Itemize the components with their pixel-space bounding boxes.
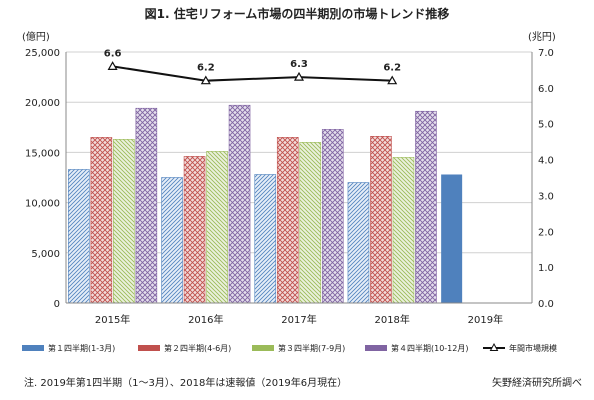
x-axis-labels: 2015年 2016年 2017年 2018年 2019年 [95,313,503,326]
bar-3q-2 [299,142,322,304]
y-right-tick-label: 6.0 [538,84,554,95]
legend-swatch [138,345,160,351]
legend: 第１四半期(1-3月) 第２四半期(4-6月) 第３四半期(7-9月) 第４四半期(1… [22,342,557,353]
y-left-axis: 0 5,000 10,000 15,000 20,000 25,000 [25,48,60,310]
bar-4q-0 [135,107,158,304]
x-tick-label: 2019年 [468,313,503,326]
legend-swatch [365,345,387,351]
bar-1q-2 [254,174,277,304]
y-left-tick-label: 0 [54,299,60,310]
bar-3q-0 [113,139,135,304]
y-left-tick-label: 15,000 [25,148,60,159]
legend-marker [489,342,499,351]
bar-4q-2 [321,129,344,304]
y-right-tick-label: 7.0 [538,48,554,59]
y-left-tick-label: 10,000 [25,199,60,210]
chart-title: 図1. 住宅リフォーム市場の四半期別の市場トレンド推移 [145,6,450,21]
bar-1q-0 [68,169,90,304]
bar-4q-3 [415,110,437,304]
x-tick-label: 2017年 [281,313,316,326]
legend-swatch [22,345,44,351]
y-right-tick-label: 3.0 [538,191,554,202]
legend-label: 年間市場規模 [509,343,557,353]
x-tick-label: 2016年 [188,313,223,326]
bars [68,104,463,304]
bar-2q-1 [183,156,206,304]
y-right-unit: (兆円) [528,31,556,43]
bar-2q-3 [370,136,392,304]
legend-label: 第３四半期(7-9月) [278,343,345,353]
y-right-tick-label: 2.0 [538,227,554,238]
y-right-tick-label: 1.0 [538,263,554,274]
bar-2q-0 [90,137,113,304]
bar-1q-3 [347,182,370,304]
y-right-tick-label: 5.0 [538,120,554,131]
source-credit: 矢野経済研究所調べ [492,376,582,389]
y-left-tick-label: 5,000 [31,249,60,260]
bar-2q-2 [276,137,299,304]
y-left-tick-label: 20,000 [25,98,60,109]
legend-label: 第１四半期(1-3月) [48,343,115,353]
x-tick-label: 2018年 [374,313,409,326]
line-point-marker [293,71,305,81]
bar-4q-1 [228,104,251,304]
line-point-label: 6.2 [197,63,215,74]
bar-1q-4 [441,174,463,303]
y-left-unit: (億円) [22,30,50,43]
line-point-marker [107,61,118,70]
legend-label: 第２四半期(4-6月) [164,343,231,353]
legend-swatch [252,345,274,351]
bar-3q-3 [392,157,415,304]
legend-label: 第４四半期(10-12月) [391,343,469,353]
line-point-label: 6.3 [290,59,308,70]
line-point-marker [200,75,211,85]
y-right-tick-label: 4.0 [538,156,554,167]
market-size-line: 6.6 6.2 6.3 6.2 [104,48,401,85]
x-tick-label: 2015年 [95,313,130,326]
line-point-label: 6.6 [104,48,122,59]
market-size-line-path [112,65,393,82]
line-point-label: 6.2 [383,63,401,74]
line-point-marker [387,75,398,85]
bar-1q-1 [161,177,183,304]
footnote: 注. 2019年第1四半期（1～3月）、2018年は速報値（2019年6月現在） [24,376,347,389]
y-right-axis: 0.0 1.0 2.0 3.0 4.0 5.0 6.0 7.0 [538,48,554,310]
bar-3q-1 [206,151,228,304]
y-left-tick-label: 25,000 [25,48,60,59]
y-right-tick-label: 0.0 [538,299,554,310]
